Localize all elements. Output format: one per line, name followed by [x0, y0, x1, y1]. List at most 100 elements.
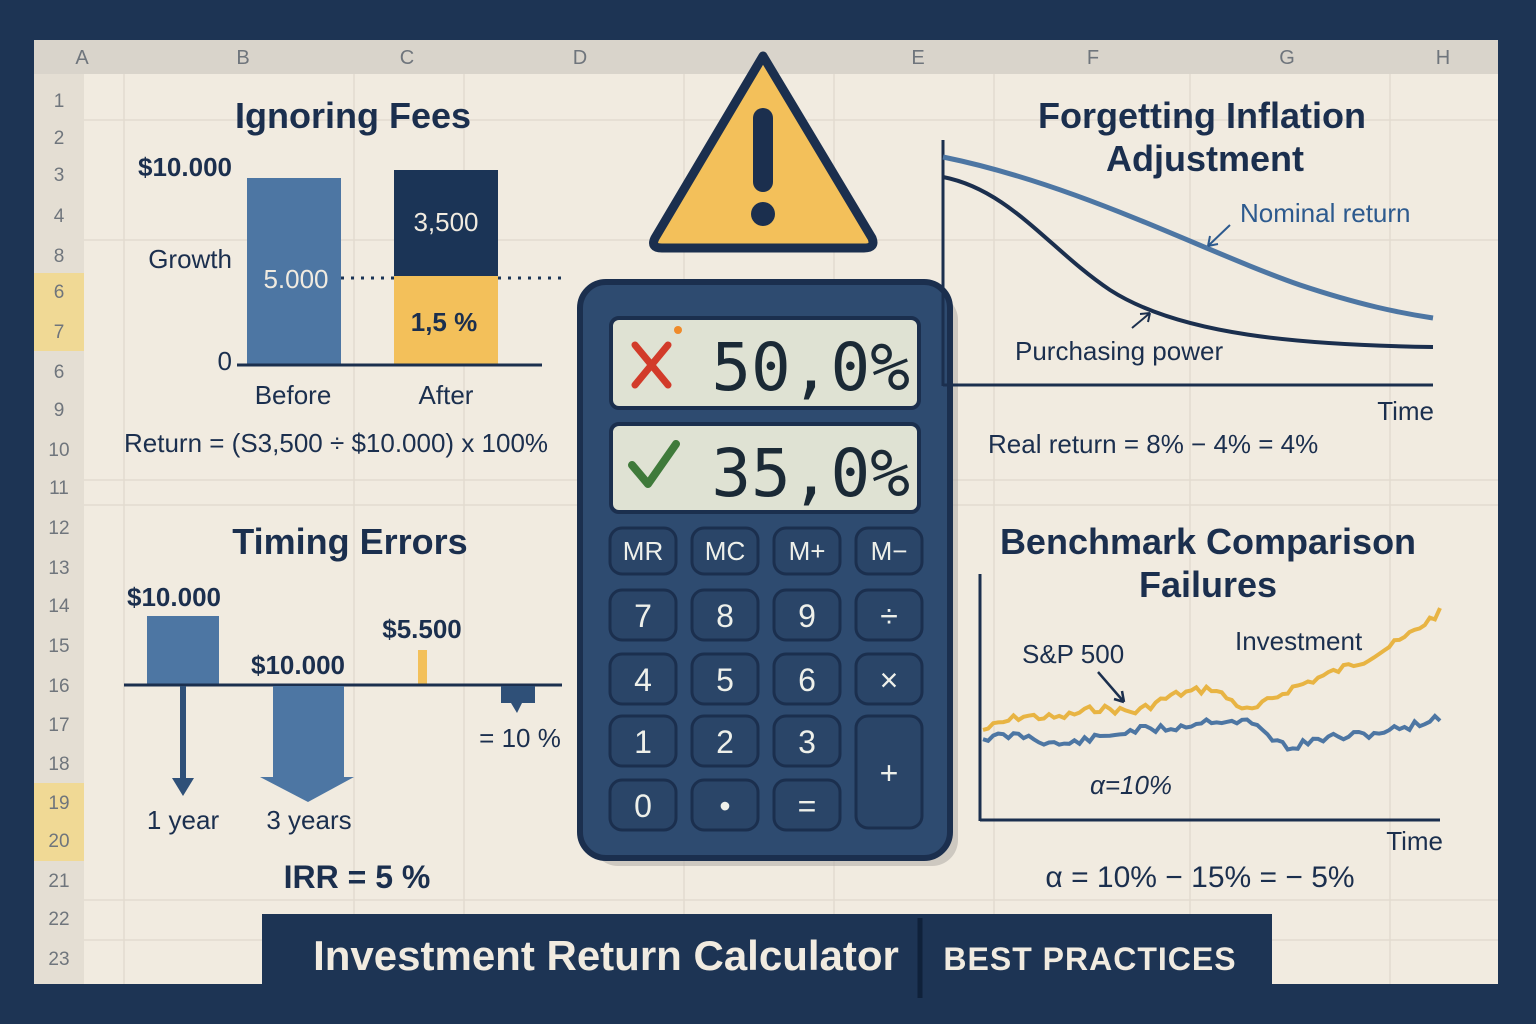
row-header[interactable]: 13 — [48, 558, 69, 579]
before-value: 5.000 — [263, 264, 328, 294]
row-header[interactable]: 19 — [48, 793, 69, 814]
calculator-key-label: 9 — [798, 598, 816, 634]
before-label: Before — [255, 380, 332, 410]
calculator-key-label: 4 — [634, 662, 652, 698]
memory-key[interactable]: M− — [854, 526, 924, 576]
banner-title: Investment Return Calculator — [313, 932, 899, 979]
row-header[interactable]: 20 — [48, 831, 69, 852]
column-header[interactable]: B — [236, 47, 249, 69]
calculator-key-label: × — [880, 662, 899, 698]
row-header[interactable]: 7 — [54, 322, 65, 343]
calculator-key-label: 2 — [716, 724, 734, 760]
row-header[interactable]: 4 — [54, 206, 65, 227]
calculator-key[interactable]: + — [854, 714, 924, 830]
calculator-key[interactable]: 1 — [608, 714, 678, 768]
keypad: MR MC M+ M− 7 8 9 ÷ 4 5 6 × 1 2 3 +0 • = — [608, 526, 924, 832]
calculator-key-label: 1 — [634, 724, 652, 760]
calculator-key-label: 7 — [634, 598, 652, 634]
label-1-year: 1 year — [147, 805, 220, 835]
calculator-key[interactable]: 6 — [772, 652, 842, 706]
arrow-icon — [1131, 312, 1151, 329]
arrow-down-icon — [501, 686, 535, 713]
memory-key-label: MC — [705, 536, 745, 566]
memory-key-label: M− — [871, 536, 908, 566]
row-header[interactable]: 16 — [48, 676, 69, 697]
calculator-key-label: 3 — [798, 724, 816, 760]
calculator-key[interactable]: 3 — [772, 714, 842, 768]
bar-after-top — [394, 170, 498, 276]
column-header[interactable]: C — [400, 47, 414, 69]
sp500-label: S&P 500 — [1022, 639, 1124, 669]
row-highlight-6-7 — [34, 273, 84, 351]
calculator-key[interactable]: 4 — [608, 652, 678, 706]
column-header[interactable]: E — [911, 47, 924, 69]
row-header[interactable]: 8 — [54, 246, 65, 267]
bar-before — [247, 178, 341, 364]
row-header[interactable]: 10 — [48, 440, 69, 461]
irr-formula: IRR = 5 % — [284, 859, 431, 895]
sp500-line — [982, 713, 1442, 752]
row-header[interactable]: 12 — [48, 518, 69, 539]
calculator-key[interactable]: 5 — [690, 652, 760, 706]
after-label: After — [419, 380, 474, 410]
fees-formula: Return = (S3,500 ÷ $10.000) x 100% — [124, 428, 548, 458]
nominal-label: Nominal return — [1240, 198, 1411, 228]
row-header[interactable]: 17 — [48, 715, 69, 736]
row-highlight-19-20 — [34, 783, 84, 861]
column-header[interactable]: F — [1087, 47, 1099, 69]
x-icon — [631, 341, 672, 389]
column-headers: A B C D E F G H — [75, 47, 1450, 69]
memory-key[interactable]: MC — [690, 526, 760, 576]
bar-after-bottom — [394, 276, 498, 364]
row-header[interactable]: 18 — [48, 754, 69, 775]
alpha-label: α=10% — [1090, 770, 1172, 800]
calculator-key-label: ÷ — [880, 598, 898, 634]
fees-title: Ignoring Fees — [235, 95, 471, 136]
display-wrong — [609, 316, 921, 410]
arrow-icon — [1207, 224, 1231, 247]
row-header[interactable]: 2 — [54, 128, 65, 149]
calculator-key[interactable]: 9 — [772, 588, 842, 642]
column-header[interactable]: H — [1436, 47, 1450, 69]
warning-exclamation — [753, 108, 773, 192]
investment-label: Investment — [1235, 626, 1363, 656]
fees-y-top: $10.000 — [138, 152, 232, 182]
column-header[interactable]: A — [75, 47, 89, 69]
calculator-key[interactable]: 0 — [608, 778, 678, 832]
column-header[interactable]: G — [1279, 47, 1295, 69]
warning-dot — [751, 202, 775, 226]
row-header[interactable]: 14 — [48, 596, 70, 617]
calculator-key[interactable]: 8 — [690, 588, 760, 642]
calculator-key[interactable]: 2 — [690, 714, 760, 768]
column-header[interactable]: D — [573, 47, 587, 69]
calculator-key[interactable]: × — [854, 652, 924, 706]
after-bottom-value: 1,5 % — [411, 307, 478, 337]
inflation-title-1: Forgetting Inflation — [1038, 95, 1366, 136]
flow1-label: $10.000 — [127, 582, 221, 612]
arrow-down-icon — [260, 686, 354, 802]
calculator-key[interactable]: 7 — [608, 588, 678, 642]
row-header[interactable]: 3 — [54, 165, 65, 186]
row-header[interactable]: 6 — [54, 282, 65, 303]
indicator-dot — [674, 326, 682, 334]
check-icon — [628, 440, 680, 488]
timing-pct: = 10 % — [479, 723, 561, 753]
row-header[interactable]: 21 — [48, 871, 69, 892]
row-header[interactable]: 23 — [48, 949, 69, 970]
row-header[interactable]: 15 — [48, 636, 69, 657]
flow3-bar — [418, 650, 427, 684]
row-header[interactable]: 9 — [54, 400, 65, 421]
flow3-label: $5.500 — [382, 614, 462, 644]
calculator-key[interactable]: • — [690, 778, 760, 832]
calculator-key[interactable]: = — [772, 778, 842, 832]
display-right — [609, 422, 921, 514]
calculator-key[interactable]: ÷ — [854, 588, 924, 642]
row-header[interactable]: 11 — [49, 478, 69, 499]
inflation-title-2: Adjustment — [1106, 138, 1304, 179]
memory-key[interactable]: MR — [608, 526, 678, 576]
memory-key[interactable]: M+ — [772, 526, 842, 576]
row-header[interactable]: 6 — [54, 362, 65, 383]
row-header[interactable]: 1 — [54, 91, 65, 112]
row-header[interactable]: 22 — [48, 909, 69, 930]
